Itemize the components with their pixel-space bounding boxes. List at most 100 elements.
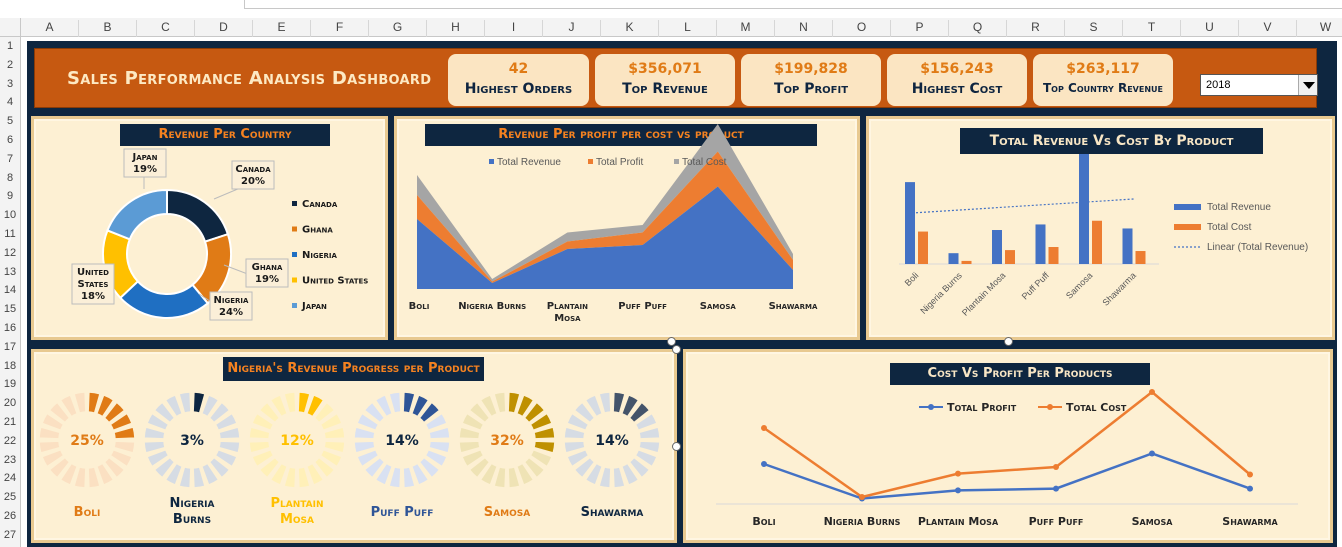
resize-handle[interactable] (672, 345, 681, 354)
row-header-1[interactable]: 1 (6, 40, 14, 52)
bar-total-cost-plantain-mosa[interactable] (1005, 250, 1015, 264)
column-header-i[interactable]: I (485, 20, 543, 37)
row-header-23[interactable]: 23 (3, 453, 17, 466)
chevron-down-icon[interactable] (1298, 75, 1317, 95)
year-dropdown[interactable]: 2018 (1200, 74, 1318, 96)
row-header-8[interactable]: 8 (6, 171, 14, 184)
panel-revenue-vs-cost-bar[interactable]: Total Revenue Vs Cost By Product Boli Nig… (866, 116, 1335, 340)
progress-ring-shawarma[interactable] (563, 391, 661, 489)
row-header-27[interactable]: 27 (3, 528, 17, 541)
progress-ring-boli[interactable] (38, 391, 136, 489)
line-point[interactable] (955, 487, 961, 494)
donut-slice-japan[interactable] (106, 188, 168, 241)
column-header-l[interactable]: L (659, 20, 717, 37)
column-header-s[interactable]: S (1065, 20, 1123, 37)
column-header-v[interactable]: V (1239, 20, 1297, 37)
row-header-16[interactable]: 16 (3, 322, 17, 334)
row-header-4[interactable]: 4 (6, 96, 14, 109)
column-header-a[interactable]: A (21, 20, 79, 37)
progress-ring-samosa[interactable] (458, 391, 556, 489)
row-header-6[interactable]: 6 (6, 134, 14, 146)
resize-handle[interactable] (672, 442, 681, 451)
row-header-3[interactable]: 3 (6, 77, 14, 90)
bar-total-revenue-shawarma[interactable] (1122, 228, 1133, 264)
row-header-7[interactable]: 7 (6, 152, 14, 165)
line-point[interactable] (1247, 471, 1253, 478)
bar-total-cost-boli[interactable] (918, 231, 928, 264)
row-header-15[interactable]: 15 (3, 303, 17, 316)
column-header-b[interactable]: B (79, 20, 137, 37)
panel-revenue-profit-cost-area[interactable]: Revenue Per profit per cost vs product T… (394, 116, 860, 340)
line-point[interactable] (1149, 389, 1155, 395)
column-header-f[interactable]: F (311, 20, 369, 37)
donut-slice-canada[interactable] (166, 188, 230, 243)
row-header-2[interactable]: 2 (6, 58, 14, 71)
resize-handle[interactable] (1004, 337, 1013, 346)
row-header-13[interactable]: 13 (3, 265, 17, 278)
column-header-n[interactable]: N (775, 20, 833, 37)
row-header-9[interactable]: 9 (6, 190, 14, 203)
line-point[interactable] (1053, 464, 1059, 470)
row-header-11[interactable]: 11 (4, 228, 16, 240)
line-series-total-cost[interactable] (763, 390, 1251, 499)
formula-input[interactable] (244, 0, 1342, 9)
row-header-17[interactable]: 17 (3, 340, 17, 353)
column-header-e[interactable]: E (253, 20, 311, 37)
bar-total-cost-samosa[interactable] (1092, 220, 1102, 264)
area-series-total-profit[interactable] (417, 151, 793, 284)
area-series-total-revenue[interactable] (417, 186, 793, 290)
progress-ring-plantain-mosa[interactable] (248, 391, 346, 489)
line-series-total-profit[interactable] (763, 452, 1251, 500)
column-header-g[interactable]: G (369, 20, 427, 37)
bar-total-revenue-nigeria-burns[interactable] (948, 253, 959, 264)
select-all-corner[interactable] (0, 18, 21, 37)
row-header-24[interactable]: 24 (3, 472, 17, 485)
bar-total-revenue-puff-puff[interactable] (1035, 224, 1046, 264)
column-header-t[interactable]: T (1123, 20, 1181, 37)
column-header-w[interactable]: W (1297, 20, 1342, 37)
panel-revenue-per-country[interactable]: Revenue Per Country Canada 20% Ghana 19% Nig… (31, 116, 388, 340)
line-point[interactable] (1247, 485, 1253, 492)
column-header-d[interactable]: D (195, 20, 253, 37)
line-point[interactable] (761, 425, 767, 431)
column-header-u[interactable]: U (1181, 20, 1239, 37)
progress-ring-nigeria-burns[interactable] (143, 391, 241, 489)
line-point[interactable] (1149, 450, 1155, 457)
column-header-p[interactable]: P (891, 20, 949, 37)
area-series-total-cost[interactable] (417, 124, 793, 282)
column-header-m[interactable]: M (717, 20, 775, 37)
column-header-r[interactable]: R (1007, 20, 1065, 37)
row-header-19[interactable]: 19 (3, 378, 17, 391)
column-header-o[interactable]: O (833, 20, 891, 37)
progress-ring-puff-puff[interactable] (353, 391, 451, 489)
row-header-21[interactable]: 21 (3, 416, 17, 428)
row-header-20[interactable]: 20 (3, 397, 17, 410)
column-header-j[interactable]: J (543, 20, 601, 37)
row-header-5[interactable]: 5 (6, 115, 14, 128)
row-header-12[interactable]: 12 (3, 246, 17, 259)
panel-nigeria-revenue-progress[interactable]: Nigeria's Revenue Progress per Product 2… (31, 349, 677, 543)
line-point[interactable] (761, 461, 767, 467)
column-header-c[interactable]: C (137, 20, 195, 37)
line-point[interactable] (955, 470, 961, 477)
panel-cost-vs-profit-line[interactable]: Cost Vs Profit Per Products Total Profit… (683, 349, 1333, 543)
line-point[interactable] (859, 494, 865, 500)
row-header-14[interactable]: 14 (3, 284, 17, 297)
row-header-26[interactable]: 26 (3, 510, 17, 522)
bar-total-revenue-samosa[interactable] (1079, 154, 1089, 264)
row-header-25[interactable]: 25 (3, 491, 17, 504)
column-header-q[interactable]: Q (949, 20, 1007, 37)
bar-total-cost-nigeria-burns[interactable] (961, 260, 972, 264)
column-header-k[interactable]: K (601, 20, 659, 37)
bar-total-cost-puff-puff[interactable] (1048, 247, 1059, 264)
row-header-18[interactable]: 18 (3, 359, 17, 372)
resize-handle[interactable] (667, 337, 676, 346)
bar-total-revenue-plantain-mosa[interactable] (992, 230, 1002, 264)
bar-total-cost-shawarma[interactable] (1135, 251, 1146, 264)
row-header-10[interactable]: 10 (3, 209, 17, 222)
column-header-h[interactable]: H (427, 20, 485, 37)
bar-total-revenue-boli[interactable] (905, 182, 915, 264)
donut-slice-nigeria[interactable] (118, 279, 210, 319)
line-point[interactable] (1053, 485, 1059, 492)
row-header-22[interactable]: 22 (3, 434, 17, 447)
